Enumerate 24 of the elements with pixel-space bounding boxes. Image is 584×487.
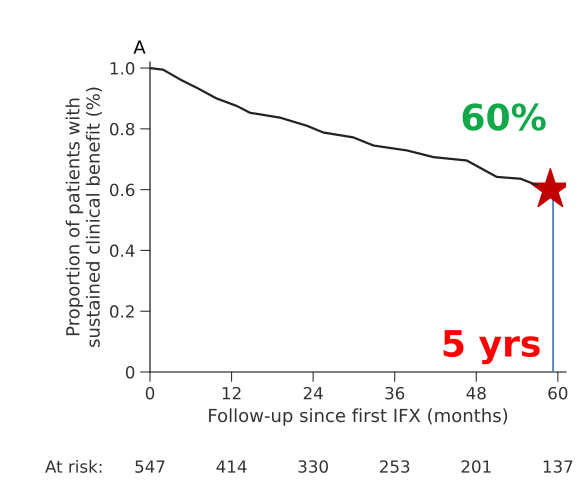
x-axis-title: Follow-up since first IFX (months)	[209, 408, 508, 426]
text: 201	[462, 460, 491, 473]
y-tick-label: 0.4	[110, 244, 134, 257]
text: 414	[216, 460, 247, 473]
x-tick-label: 24	[304, 386, 323, 400]
text: At risk:	[45, 460, 102, 473]
x-tick-label: 48	[466, 386, 486, 400]
y-tick-label: 0	[126, 366, 134, 379]
annotation: 60%	[462, 103, 546, 131]
x-tick-label: 0	[146, 386, 154, 400]
text: 330	[298, 460, 328, 473]
y-tick-label: 1.0	[110, 62, 134, 75]
text: 547	[135, 460, 164, 473]
y-axis-title: Proportion of patients with sustained clinical benefit (%)	[66, 88, 102, 347]
x-tick-label: 12	[222, 386, 241, 400]
text: 253	[380, 460, 410, 473]
x-tick-label: 36	[385, 386, 404, 400]
y-tick-label: 0.8	[110, 122, 134, 136]
text: 137	[544, 460, 572, 473]
x-tick-label: 60	[548, 386, 568, 400]
y-tick-label: 0.2	[110, 305, 134, 318]
annotation: 5 yrs	[444, 330, 540, 364]
y-tick-label: 0.6	[110, 184, 134, 196]
chart-title: A	[134, 40, 146, 54]
